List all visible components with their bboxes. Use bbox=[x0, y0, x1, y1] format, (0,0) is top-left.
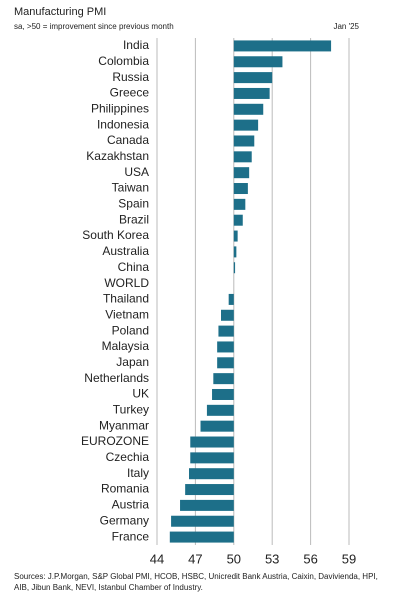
y-tick-label: WORLD bbox=[104, 276, 149, 290]
bar bbox=[233, 246, 237, 258]
bar bbox=[233, 119, 259, 131]
y-tick-label: Philippines bbox=[91, 101, 149, 115]
bar bbox=[217, 341, 234, 353]
bar bbox=[233, 183, 248, 195]
bar bbox=[180, 499, 234, 511]
chart-subtitle: sa, >50 = improvement since previous mon… bbox=[14, 22, 174, 31]
bar bbox=[233, 230, 238, 242]
y-tick-label: Romania bbox=[101, 482, 149, 496]
bar bbox=[233, 167, 250, 179]
y-tick-label: UK bbox=[132, 387, 149, 401]
bar bbox=[233, 56, 283, 68]
y-tick-label: Canada bbox=[107, 133, 149, 147]
bar bbox=[233, 214, 243, 226]
y-tick-label: USA bbox=[124, 165, 149, 179]
y-tick-label: Czechia bbox=[106, 450, 150, 464]
y-tick-label: Brazil bbox=[119, 212, 149, 226]
bar bbox=[233, 87, 270, 99]
y-tick-label: Turkey bbox=[113, 403, 149, 417]
y-tick-label: Japan bbox=[116, 355, 149, 369]
chart: Manufacturing PMI sa, >50 = improvement … bbox=[14, 6, 360, 567]
bar bbox=[206, 404, 234, 416]
y-tick-label: Vietnam bbox=[105, 307, 149, 321]
bar bbox=[233, 135, 255, 147]
y-tick-label: Malaysia bbox=[102, 339, 150, 353]
bar bbox=[190, 436, 234, 448]
y-tick-label: Myanmar bbox=[99, 418, 149, 432]
y-tick-label: Russia bbox=[112, 70, 149, 84]
y-tick-label: France bbox=[112, 529, 150, 543]
bar bbox=[218, 325, 234, 337]
y-tick-label: Australia bbox=[102, 244, 149, 258]
y-tick-label: Poland bbox=[112, 323, 149, 337]
bar bbox=[221, 309, 234, 321]
y-tick-label: Kazakhstan bbox=[86, 149, 149, 163]
bar bbox=[212, 388, 234, 400]
x-tick-label: 59 bbox=[342, 551, 356, 566]
bar bbox=[185, 484, 234, 496]
bar bbox=[213, 373, 234, 385]
y-tick-label: Netherlands bbox=[84, 371, 149, 385]
bar bbox=[190, 452, 234, 464]
y-tick-label: Austria bbox=[112, 498, 150, 512]
bar bbox=[169, 531, 234, 543]
date-label: Jan '25 bbox=[333, 22, 359, 31]
y-tick-label: South Korea bbox=[82, 228, 149, 242]
bar bbox=[233, 103, 264, 115]
bar bbox=[233, 151, 252, 163]
y-tick-label: Spain bbox=[118, 197, 149, 211]
bar bbox=[171, 515, 234, 527]
y-tick-label: Greece bbox=[110, 86, 150, 100]
y-tick-label: India bbox=[123, 38, 149, 52]
y-tick-label: Germany bbox=[100, 513, 149, 527]
y-tick-label: China bbox=[118, 260, 150, 274]
x-tick-label: 47 bbox=[188, 551, 202, 566]
x-tick-label: 56 bbox=[303, 551, 317, 566]
bar bbox=[233, 72, 273, 84]
y-tick-label: Indonesia bbox=[97, 117, 149, 131]
y-tick-label: Taiwan bbox=[112, 181, 149, 195]
bar bbox=[233, 262, 236, 274]
bar bbox=[217, 357, 234, 369]
y-tick-label: EUROZONE bbox=[81, 434, 149, 448]
bar bbox=[189, 468, 234, 480]
x-tick-label: 53 bbox=[265, 551, 279, 566]
bar bbox=[200, 420, 234, 432]
y-tick-label: Thailand bbox=[103, 292, 149, 306]
y-tick-label: Italy bbox=[127, 466, 149, 480]
bar bbox=[233, 198, 246, 210]
bar bbox=[228, 293, 234, 305]
y-tick-label: Colombia bbox=[98, 54, 149, 68]
x-tick-label: 44 bbox=[150, 551, 164, 566]
bar bbox=[233, 40, 332, 52]
chart-title: Manufacturing PMI bbox=[14, 6, 106, 18]
source-note: Sources: J.P.Morgan, S&P Global PMI, HCO… bbox=[14, 572, 378, 592]
x-tick-label: 50 bbox=[227, 551, 241, 566]
